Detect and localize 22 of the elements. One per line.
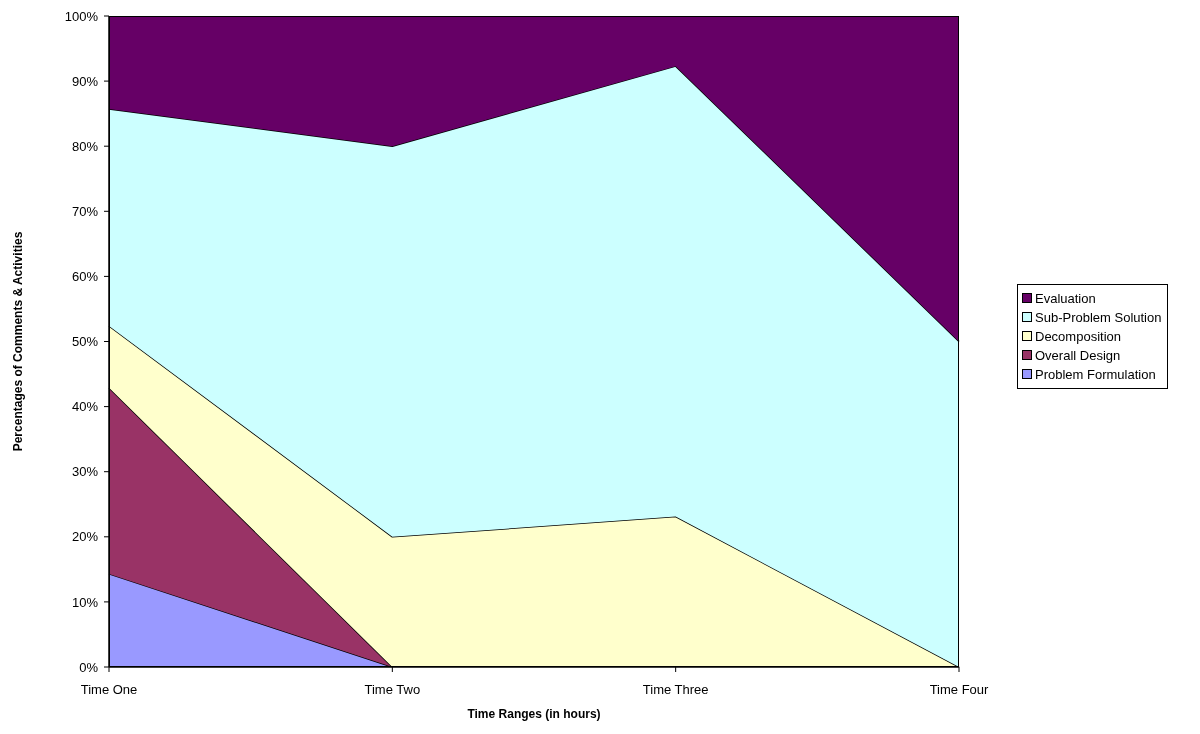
y-tick-label: 60% — [71, 269, 99, 285]
x-tick-label: Time Two — [364, 682, 421, 698]
x-axis-title: Time Ranges (in hours) — [467, 707, 601, 721]
y-tick-label: 70% — [71, 203, 99, 219]
x-tick-label: Time One — [80, 682, 138, 698]
legend-label: Overall Design — [1035, 347, 1121, 363]
y-tick-label: 100% — [64, 8, 99, 24]
y-tick-label: 40% — [71, 399, 99, 415]
y-tick-label: 20% — [71, 529, 99, 545]
x-tick-label: Time Three — [642, 682, 709, 698]
y-axis-title: Percentages of Comments & Activities — [11, 231, 25, 452]
y-tick-label: 30% — [71, 464, 99, 480]
legend-label: Problem Formulation — [1035, 366, 1156, 382]
y-tick-label: 90% — [71, 73, 99, 89]
legend-label: Evaluation — [1035, 290, 1096, 306]
x-tick-label: Time Four — [929, 682, 990, 698]
y-tick-label: 50% — [71, 334, 99, 350]
y-tick-label: 10% — [71, 594, 99, 610]
legend-label: Decomposition — [1035, 328, 1121, 344]
y-tick-label: 0% — [79, 659, 99, 675]
legend-label: Sub-Problem Solution — [1035, 309, 1162, 325]
y-tick-label: 80% — [71, 138, 99, 154]
